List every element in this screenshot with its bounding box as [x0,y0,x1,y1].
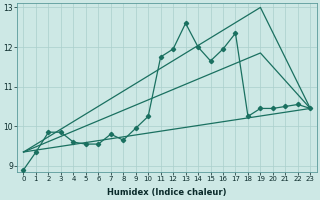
X-axis label: Humidex (Indice chaleur): Humidex (Indice chaleur) [107,188,227,197]
